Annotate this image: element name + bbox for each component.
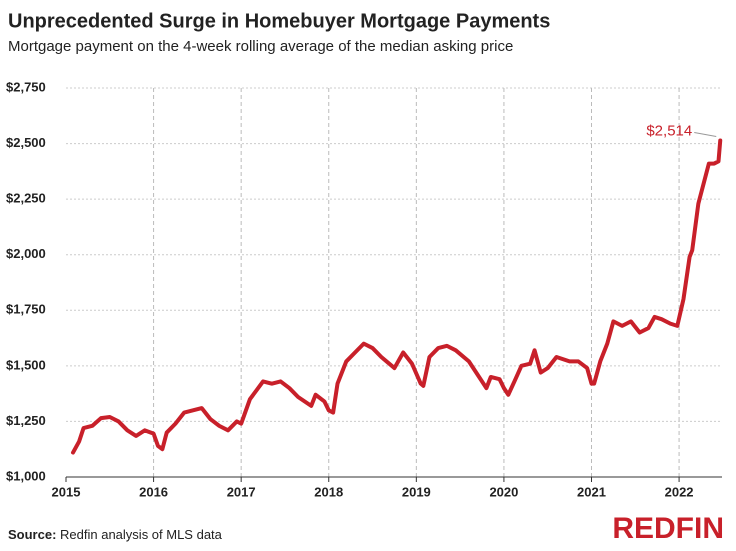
x-tick-label: 2018	[314, 484, 343, 499]
leader-line	[694, 131, 717, 137]
x-tick-label: 2019	[402, 484, 431, 499]
y-tick-label: $2,750	[6, 79, 46, 94]
line	[71, 138, 723, 455]
source: Source: Redfin analysis of MLS data	[8, 527, 223, 542]
logo: REDFIN	[612, 512, 724, 545]
x-tick-label: 2022	[665, 484, 694, 499]
x-tick-label: 2020	[489, 484, 518, 499]
y-tick-label: $2,250	[6, 191, 46, 206]
chart-title: Unprecedented Surge in Homebuyer Mortgag…	[8, 10, 550, 32]
y-tick-label: $2,000	[6, 246, 46, 261]
source-text: Redfin analysis of MLS data	[60, 527, 223, 542]
x-tick-label: 2017	[227, 484, 256, 499]
source-label: Source:	[8, 527, 56, 542]
y-tick-label: $1,500	[6, 357, 46, 372]
y-tick-label: $2,500	[6, 135, 46, 150]
chart-subtitle: Mortgage payment on the 4-week rolling a…	[8, 38, 513, 55]
x-tick-label: 2016	[139, 484, 168, 499]
x-tick-label: 2021	[577, 484, 606, 499]
y-tick-label: $1,750	[6, 302, 46, 317]
x-tick-label: 2015	[52, 484, 81, 499]
value-label: $2,514	[646, 122, 692, 139]
y-tick-label: $1,000	[6, 468, 46, 483]
y-tick-label: $1,250	[6, 413, 46, 428]
